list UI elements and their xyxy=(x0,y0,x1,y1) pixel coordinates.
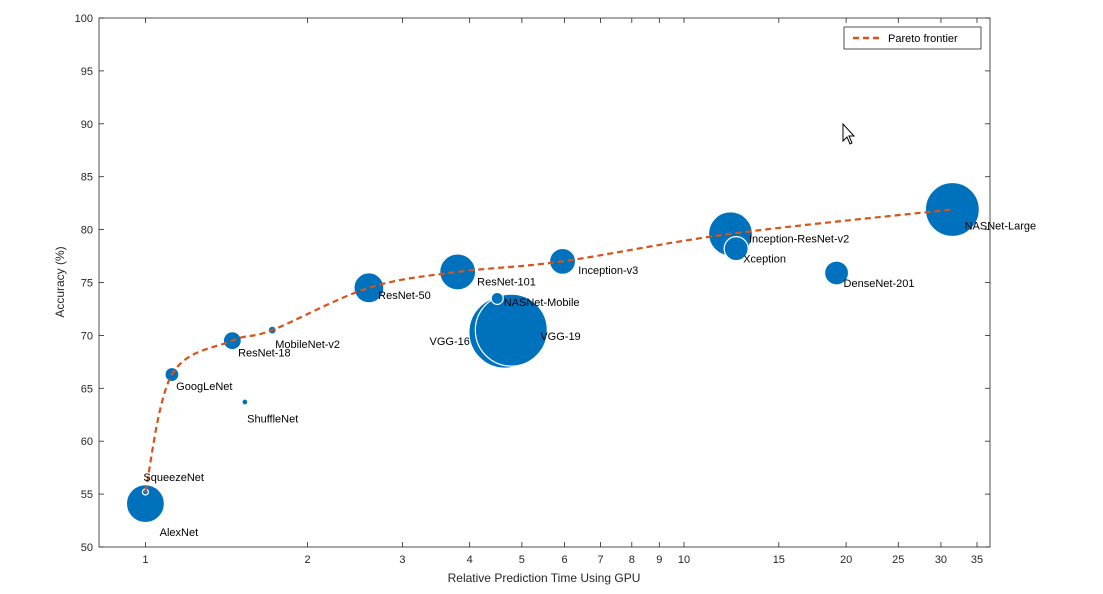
bubble-vgg-19 xyxy=(474,293,548,367)
point-label-xception: Xception xyxy=(743,254,786,266)
point-label-shufflenet: ShuffleNet xyxy=(247,413,298,425)
bubble-nasnet-large xyxy=(924,181,980,238)
point-label-resnet-101: ResNet-101 xyxy=(477,276,536,288)
bubble-resnet-50 xyxy=(353,272,385,304)
x-tick-label: 2 xyxy=(304,554,310,566)
point-label-inception-resnet-v2: Inception-ResNet-v2 xyxy=(749,233,849,245)
point-label-nasnet-mobile: NASNet-Mobile xyxy=(504,297,580,309)
bubble-shufflenet xyxy=(241,398,249,406)
point-label-nasnet-large: NASNet-Large xyxy=(965,221,1037,233)
bubble-alexnet xyxy=(125,484,166,524)
y-tick-label: 90 xyxy=(81,119,93,131)
pareto-frontier-line xyxy=(144,208,953,493)
point-label-squeezenet: SqueezeNet xyxy=(143,472,204,484)
x-tick-label: 8 xyxy=(629,554,635,566)
point-label-densenet-201: DenseNet-201 xyxy=(844,278,915,290)
bubble-nasnet-mobile xyxy=(490,291,504,305)
point-labels: AlexNet SqueezeNet GoogLeNet ShuffleNet ResN… xyxy=(143,221,1036,539)
point-label-alexnet: AlexNet xyxy=(160,527,199,539)
bubble-resnet-101 xyxy=(439,253,477,291)
y-tick-label: 100 xyxy=(75,13,93,25)
mouse-pointer-icon xyxy=(842,122,856,145)
y-tick-label: 80 xyxy=(81,225,93,237)
y-tick-label: 65 xyxy=(81,383,93,395)
x-tick-label: 3 xyxy=(399,554,405,566)
x-tick-label: 10 xyxy=(678,554,690,566)
x-tick-label: 1 xyxy=(142,554,148,566)
x-tick-label: 35 xyxy=(971,554,983,566)
bubble-densenet-201 xyxy=(823,260,850,286)
x-axis-title: Relative Prediction Time Using GPU xyxy=(448,571,641,585)
x-tick-label: 30 xyxy=(935,554,947,566)
x-tick-label: 25 xyxy=(892,554,904,566)
y-tick-label: 75 xyxy=(81,278,93,290)
x-tick-label: 9 xyxy=(656,554,662,566)
point-label-inception-v3: Inception-v3 xyxy=(578,265,638,277)
x-tick-label: 20 xyxy=(840,554,852,566)
y-tick-label: 60 xyxy=(81,436,93,448)
x-tick-label: 6 xyxy=(561,554,567,566)
axis-ticks: 1 2 3 4 5 6 7 8 9 10 15 20 25 30 35 50 55 60 65 70 75 80 85 90 9… xyxy=(75,13,990,566)
y-tick-label: 50 xyxy=(81,542,93,554)
legend-label-pareto-frontier: Pareto frontier xyxy=(888,33,958,45)
point-label-vgg-19: VGG-19 xyxy=(540,331,580,343)
y-axis-title: Accuracy (%) xyxy=(53,246,67,317)
point-label-resnet-50: ResNet-50 xyxy=(378,290,431,302)
x-tick-label: 4 xyxy=(467,554,473,566)
bubble-xception xyxy=(723,236,749,262)
point-label-googlenet: GoogLeNet xyxy=(176,381,232,393)
y-tick-label: 70 xyxy=(81,330,93,342)
y-tick-label: 95 xyxy=(81,66,93,78)
x-tick-label: 15 xyxy=(773,554,785,566)
data-bubbles xyxy=(125,181,980,524)
legend-box xyxy=(843,26,982,50)
point-label-mobilenet-v2: MobileNet-v2 xyxy=(275,339,340,351)
x-tick-label: 5 xyxy=(519,554,525,566)
pareto-frontier-path xyxy=(144,208,953,493)
y-tick-label: 55 xyxy=(81,489,93,501)
legend: Pareto frontier xyxy=(843,26,982,50)
x-tick-label: 7 xyxy=(597,554,603,566)
point-label-resnet-18: ResNet-18 xyxy=(238,347,291,359)
y-tick-label: 85 xyxy=(81,172,93,184)
point-label-vgg-16: VGG-16 xyxy=(430,336,470,348)
